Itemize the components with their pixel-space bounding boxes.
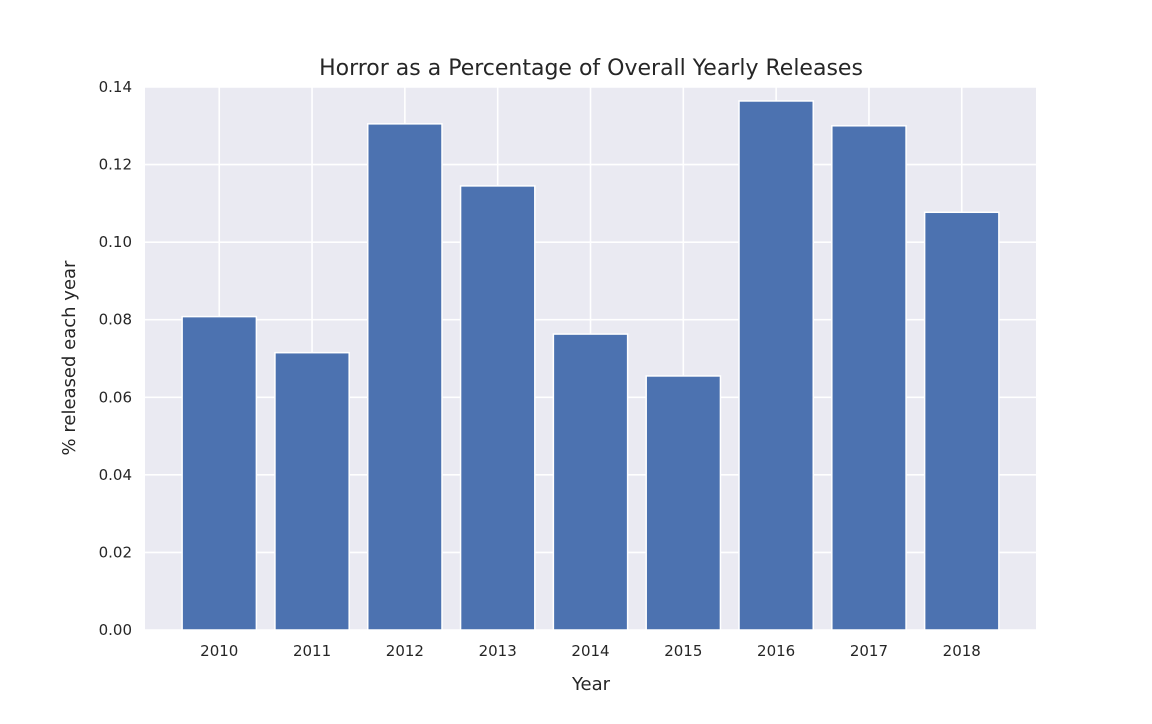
x-tick-label: 2011 (293, 642, 331, 660)
bar-2014 (552, 333, 629, 631)
bar-2015 (645, 375, 722, 631)
x-tick-label: 2012 (386, 642, 424, 660)
y-axis-title: % released each year (59, 260, 80, 455)
y-tick-label: 0.00 (99, 621, 132, 639)
bar-2012 (367, 123, 443, 631)
bar-2016 (738, 100, 814, 631)
x-tick-label: 2015 (664, 642, 702, 660)
x-axis-ticks: 2010 2011 2012 2013 2014 2015 2016 2017 2018 (200, 642, 981, 660)
x-tick-label: 2013 (479, 642, 517, 660)
y-tick-label: 0.14 (99, 78, 132, 96)
x-axis-title: Year (571, 674, 611, 695)
bar-2011 (274, 351, 350, 631)
bar-2017 (831, 125, 907, 631)
bars (181, 100, 1000, 631)
chart-title: Horror as a Percentage of Overall Yearly… (319, 56, 863, 81)
y-tick-label: 0.10 (99, 233, 132, 251)
y-tick-label: 0.04 (99, 466, 132, 484)
x-tick-label: 2014 (571, 642, 609, 660)
y-tick-label: 0.06 (99, 388, 132, 406)
x-tick-label: 2017 (850, 642, 888, 660)
x-tick-label: 2016 (757, 642, 795, 660)
bar-2013 (459, 185, 536, 631)
y-axis-ticks: 0.00 0.02 0.04 0.06 0.08 0.10 0.12 0.14 (99, 78, 132, 639)
bar-2010 (181, 315, 258, 631)
y-tick-label: 0.12 (99, 156, 132, 174)
y-tick-label: 0.08 (99, 311, 132, 329)
x-tick-label: 2018 (943, 642, 981, 660)
bar-2018 (923, 211, 1000, 631)
y-tick-label: 0.02 (99, 543, 132, 561)
x-tick-label: 2010 (200, 642, 238, 660)
